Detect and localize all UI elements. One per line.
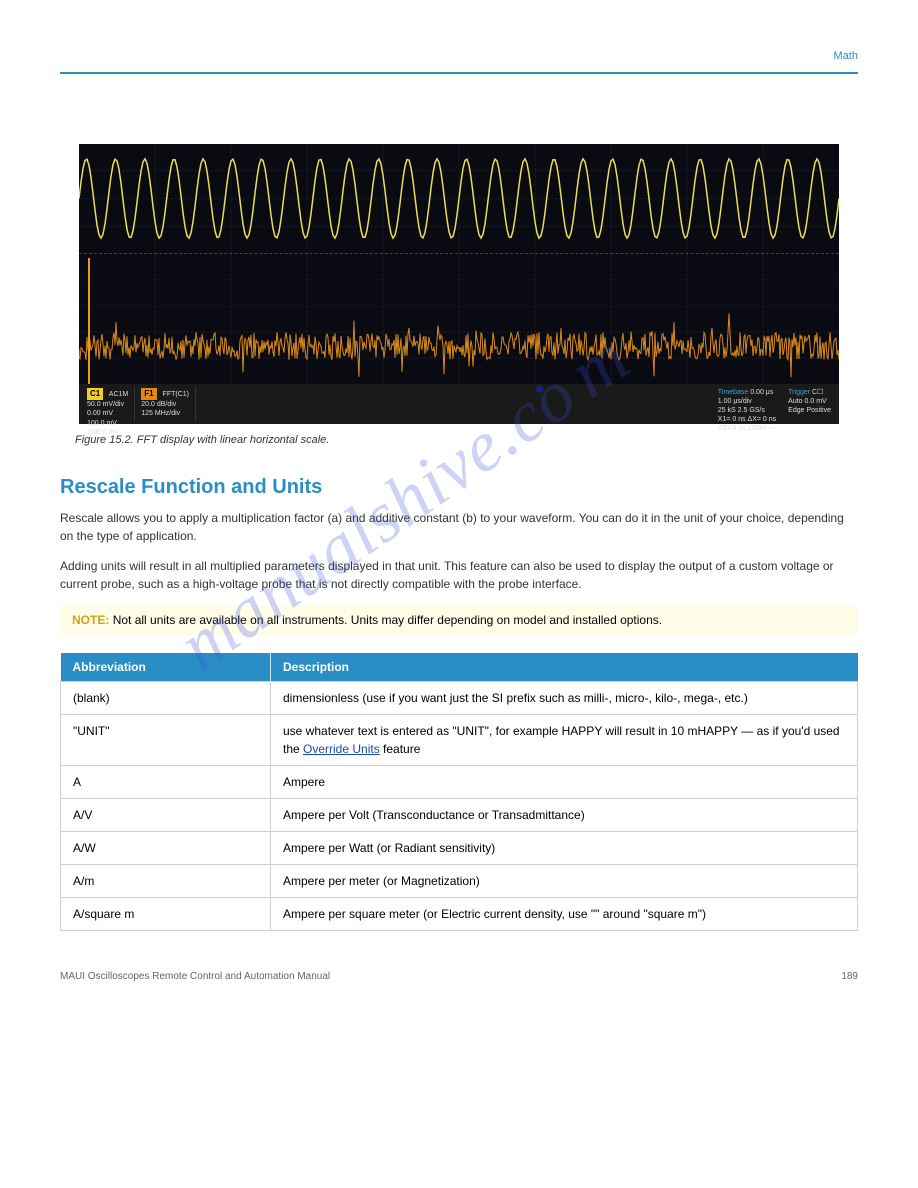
scope-trigger-block: Trigger C☐ Auto 0.0 mV Edge Positive [782, 386, 837, 422]
timebase-x2: X2= 0 ns 1/ΔX= --- [718, 425, 776, 432]
table-row: (blank)dimensionless (use if you want ju… [61, 682, 858, 715]
scope-timebase-block: Timebase 0.00 μs 1.00 μs/div 25 kS 2.5 G… [712, 386, 782, 422]
table-row: A/mAmpere per meter (or Magnetization) [61, 865, 858, 898]
table-row: A/square mAmpere per square meter (or El… [61, 898, 858, 931]
table-cell-abbrev: "UNIT" [61, 715, 271, 766]
f1-span: 125 MHz/div [141, 410, 180, 417]
trigger-mode: Auto [788, 398, 802, 405]
scope-c1-block: C1 AC1M 50.0 mV/div 0.00 mV 100.0 mV -10… [81, 386, 135, 422]
note-text: Not all units are available on all instr… [113, 613, 662, 627]
timebase-x1: X1= 0 ns ΔX= 0 ns [718, 416, 776, 423]
scope-f1-block: F1 FFT(C1) 20.0 dB/div 125 MHz/div [135, 386, 196, 422]
trigger-edge: Edge [788, 407, 804, 414]
spec-table: Abbreviation Description (blank)dimensio… [60, 653, 858, 931]
f1-func: FFT(C1) [163, 391, 189, 398]
c1-offset: 0.00 mV [87, 410, 113, 417]
timebase-sr: 2.5 GS/s [738, 407, 765, 414]
table-header-abbrev: Abbreviation [61, 653, 271, 682]
scope-status-bar: C1 AC1M 50.0 mV/div 0.00 mV 100.0 mV -10… [79, 384, 839, 424]
figure-caption: Figure 15.2. FFT display with linear hor… [75, 434, 858, 446]
sine-wave-icon [79, 144, 839, 253]
body-para-2: Adding units will result in all multipli… [60, 557, 858, 593]
timebase-pos: 0.00 μs [750, 389, 773, 396]
table-cell-desc: dimensionless (use if you want just the … [271, 682, 858, 715]
scope-fft-panel [79, 254, 839, 384]
table-cell-desc: Ampere [271, 766, 858, 799]
header-title: Math [60, 50, 858, 62]
table-row: "UNIT"use whatever text is entered as "U… [61, 715, 858, 766]
override-units-link[interactable]: Override Units [303, 742, 380, 756]
table-cell-abbrev: A/m [61, 865, 271, 898]
table-row: AAmpere [61, 766, 858, 799]
table-row: A/VAmpere per Volt (Transconductance or … [61, 799, 858, 832]
trigger-cd: C☐ [812, 389, 823, 396]
note-box: NOTE: Not all units are available on all… [60, 605, 858, 635]
table-cell-desc: use whatever text is entered as "UNIT", … [271, 715, 858, 766]
footer: MAUI Oscilloscopes Remote Control and Au… [60, 971, 858, 982]
c1-range: 100.0 mV -100.0 mV [87, 420, 119, 436]
fft-noise-icon [79, 254, 839, 384]
f1-badge: F1 [141, 388, 156, 400]
c1-mode: AC1M [109, 391, 128, 398]
table-cell-abbrev: A/W [61, 832, 271, 865]
table-cell-desc: Ampere per Watt (or Radiant sensitivity) [271, 832, 858, 865]
table-cell-desc: Ampere per square meter (or Electric cur… [271, 898, 858, 931]
timebase-rate: 1.00 μs/div [718, 398, 752, 405]
header-rule [60, 72, 858, 74]
footer-left: MAUI Oscilloscopes Remote Control and Au… [60, 971, 330, 982]
body-para-1: Rescale allows you to apply a multiplica… [60, 509, 858, 545]
note-label: NOTE: [72, 607, 109, 633]
table-cell-abbrev: (blank) [61, 682, 271, 715]
timebase-samples: 25 kS [718, 407, 736, 414]
timebase-label: Timebase [718, 389, 748, 396]
table-cell-abbrev: A [61, 766, 271, 799]
table-cell-abbrev: A/V [61, 799, 271, 832]
scope-waveform-panel [79, 144, 839, 254]
oscilloscope-figure: C1 AC1M 50.0 mV/div 0.00 mV 100.0 mV -10… [79, 144, 839, 424]
c1-scale: 50.0 mV/div [87, 401, 124, 408]
table-cell-abbrev: A/square m [61, 898, 271, 931]
section-heading: Rescale Function and Units [60, 476, 858, 499]
table-cell-desc: Ampere per meter (or Magnetization) [271, 865, 858, 898]
footer-right: 189 [841, 971, 858, 982]
trigger-level: 0.0 mV [805, 398, 827, 405]
trigger-label: Trigger [788, 389, 810, 396]
trigger-slope: Positive [806, 407, 831, 414]
table-cell-desc: Ampere per Volt (Transconductance or Tra… [271, 799, 858, 832]
c1-badge: C1 [87, 388, 103, 400]
table-header-desc: Description [271, 653, 858, 682]
table-row: A/WAmpere per Watt (or Radiant sensitivi… [61, 832, 858, 865]
f1-scale: 20.0 dB/div [141, 401, 176, 408]
